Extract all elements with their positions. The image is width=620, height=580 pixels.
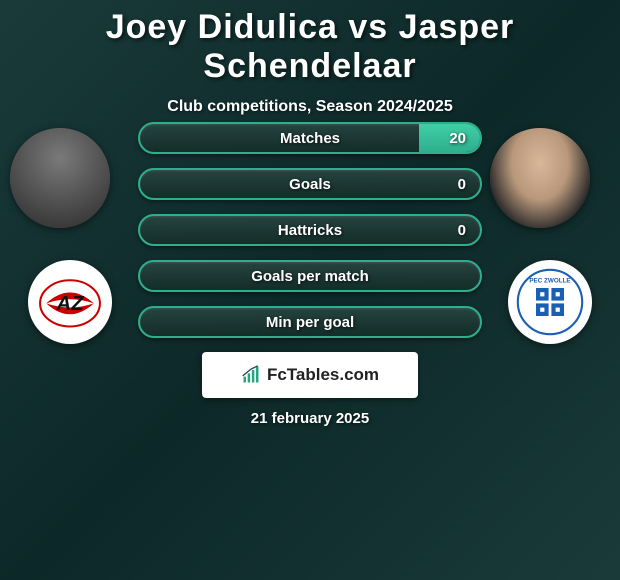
page-title: Joey Didulica vs Jasper Schendelaar [0, 0, 620, 86]
club-right-logo: PEC ZWOLLE [508, 260, 592, 344]
infographic-root: Joey Didulica vs Jasper Schendelaar Club… [0, 0, 620, 580]
club-left-logo: AZ [28, 260, 112, 344]
stat-row-min-per-goal: Min per goal [138, 306, 482, 338]
stat-label: Min per goal [266, 314, 354, 331]
stat-label: Matches [280, 130, 340, 147]
stat-label: Goals per match [251, 268, 369, 285]
player-right-photo [490, 128, 590, 228]
avatar [10, 128, 110, 228]
pec-zwolle-logo-icon: PEC ZWOLLE [515, 267, 585, 337]
stat-label: Hattricks [278, 222, 342, 239]
stat-row-goals-per-match: Goals per match [138, 260, 482, 292]
svg-text:PEC ZWOLLE: PEC ZWOLLE [529, 277, 570, 284]
bar-chart-icon [241, 365, 261, 385]
stat-value-right: 0 [458, 176, 466, 193]
stat-row-goals: Goals 0 [138, 168, 482, 200]
stat-value-right: 0 [458, 222, 466, 239]
az-logo-icon: AZ [36, 268, 104, 336]
date-text: 21 february 2025 [0, 410, 620, 427]
stats-panel: Matches 20 Goals 0 Hattricks 0 Goals per… [138, 122, 482, 352]
avatar [490, 128, 590, 228]
subtitle: Club competitions, Season 2024/2025 [0, 98, 620, 116]
branding-text: FcTables.com [267, 365, 379, 385]
stat-value-right: 20 [449, 130, 466, 147]
player-left-photo [10, 128, 110, 228]
branding-badge: FcTables.com [202, 352, 418, 398]
stat-row-matches: Matches 20 [138, 122, 482, 154]
svg-text:AZ: AZ [55, 293, 85, 315]
stat-row-hattricks: Hattricks 0 [138, 214, 482, 246]
stat-label: Goals [289, 176, 331, 193]
